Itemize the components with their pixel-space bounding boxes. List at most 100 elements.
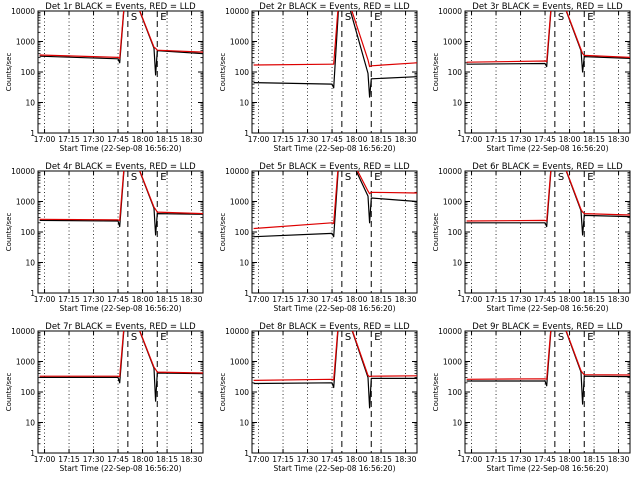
x-tick-label: 17:15 <box>272 455 294 464</box>
x-tick-label: 18:30 <box>395 455 417 464</box>
x-tick-label: 17:15 <box>58 455 80 464</box>
x-tick-label: 18:30 <box>608 135 630 144</box>
y-tick-label: 10 <box>25 259 35 268</box>
y-tick-label: 1 <box>457 129 462 138</box>
y-tick-label: 1000 <box>443 198 462 207</box>
y-tick-label: 1 <box>244 129 249 138</box>
marker-label: S <box>345 12 351 23</box>
y-tick-label: 1000 <box>230 198 249 207</box>
plot-frame <box>37 330 204 454</box>
y-axis-label: Counts/sec <box>432 53 440 92</box>
y-tick-label: 10000 <box>225 7 249 16</box>
marker-label: E <box>160 172 166 183</box>
x-tick-label: 17:30 <box>510 135 532 144</box>
x-tick-label: 17:00 <box>461 455 483 464</box>
y-tick-label: 100 <box>21 388 36 397</box>
x-tick-label: 18:15 <box>370 455 392 464</box>
chart-title: Det 6r BLACK = Events, RED = LLD <box>472 162 623 172</box>
x-tick-label: 18:00 <box>346 295 368 304</box>
x-tick-label: 17:15 <box>272 135 294 144</box>
y-tick-label: 1 <box>457 449 462 458</box>
plot-frame <box>464 170 631 294</box>
x-tick-label: 17:00 <box>461 135 483 144</box>
x-axis-label: Start Time (22-Sep-08 16:56:20) <box>60 304 182 313</box>
x-tick-label: 17:15 <box>485 135 507 144</box>
y-tick-label: 10000 <box>11 7 35 16</box>
x-tick-label: 18:00 <box>346 455 368 464</box>
events-series-line <box>39 11 203 76</box>
marker-label: S <box>345 332 351 343</box>
y-tick-label: 1 <box>457 289 462 298</box>
chart-title: Det 5r BLACK = Events, RED = LLD <box>259 162 410 172</box>
x-tick-label: 17:00 <box>248 135 270 144</box>
events-series-line <box>253 171 417 238</box>
chart-title: Det 2r BLACK = Events, RED = LLD <box>259 2 410 12</box>
x-tick-label: 18:15 <box>583 295 605 304</box>
x-tick-label: 17:30 <box>83 455 105 464</box>
x-tick-label: 17:45 <box>321 295 343 304</box>
x-axis-label: Start Time (22-Sep-08 16:56:20) <box>487 304 609 313</box>
x-tick-label: 17:30 <box>510 455 532 464</box>
x-axis-label: Start Time (22-Sep-08 16:56:20) <box>274 144 396 153</box>
x-tick-label: 17:45 <box>107 455 129 464</box>
chart-title: Det 3r BLACK = Events, RED = LLD <box>472 2 623 12</box>
y-axis-label: Counts/sec <box>432 213 440 252</box>
series-group <box>466 331 630 405</box>
y-tick-label: 1 <box>244 449 249 458</box>
plot-frame <box>37 170 204 294</box>
x-axis-label: Start Time (22-Sep-08 16:56:20) <box>274 464 396 473</box>
x-tick-label: 17:00 <box>248 455 270 464</box>
lld-series-line <box>466 171 630 222</box>
y-tick-label: 10000 <box>225 167 249 176</box>
events-series-line <box>253 331 417 409</box>
x-tick-label: 17:30 <box>83 295 105 304</box>
x-tick-label: 18:30 <box>181 295 203 304</box>
marker-label: S <box>131 172 137 183</box>
x-axis-label: Start Time (22-Sep-08 16:56:20) <box>60 144 182 153</box>
x-tick-label: 17:45 <box>534 295 556 304</box>
y-tick-label: 10 <box>452 419 462 428</box>
series-group <box>253 331 417 409</box>
series-group <box>39 171 203 236</box>
y-tick-label: 1 <box>30 289 35 298</box>
y-tick-label: 10 <box>452 99 462 108</box>
y-tick-label: 10 <box>239 99 249 108</box>
y-tick-label: 1000 <box>16 38 35 47</box>
y-tick-label: 100 <box>21 68 36 77</box>
y-tick-label: 10000 <box>11 167 35 176</box>
y-axis-label: Counts/sec <box>5 213 13 252</box>
y-tick-label: 10000 <box>438 167 462 176</box>
series-group <box>39 331 203 402</box>
x-tick-label: 17:15 <box>58 135 80 144</box>
y-axis-label: Counts/sec <box>5 53 13 92</box>
x-tick-label: 17:45 <box>107 295 129 304</box>
series-group <box>39 11 203 76</box>
y-axis-label: Counts/sec <box>219 373 227 412</box>
y-tick-label: 100 <box>448 68 463 77</box>
marker-label: S <box>558 332 564 343</box>
x-tick-label: 17:30 <box>83 135 105 144</box>
y-tick-label: 100 <box>21 228 36 237</box>
marker-label: E <box>587 332 593 343</box>
x-tick-label: 18:30 <box>395 135 417 144</box>
y-tick-label: 100 <box>235 68 250 77</box>
y-tick-label: 1 <box>30 129 35 138</box>
y-tick-label: 10 <box>239 419 249 428</box>
x-tick-label: 17:45 <box>321 455 343 464</box>
marker-label: E <box>587 12 593 23</box>
x-tick-label: 17:45 <box>534 135 556 144</box>
y-tick-label: 1000 <box>443 38 462 47</box>
x-tick-label: 18:30 <box>395 295 417 304</box>
x-tick-label: 18:15 <box>583 135 605 144</box>
x-tick-label: 18:30 <box>181 135 203 144</box>
y-axis-label: Counts/sec <box>5 373 13 412</box>
chart-title: Det 7r BLACK = Events, RED = LLD <box>45 322 196 332</box>
